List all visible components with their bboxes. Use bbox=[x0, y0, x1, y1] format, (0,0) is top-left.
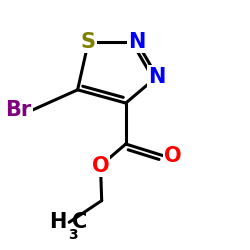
Text: N: N bbox=[128, 32, 145, 52]
Text: O: O bbox=[164, 146, 182, 166]
Text: Br: Br bbox=[6, 100, 32, 120]
Text: C: C bbox=[72, 212, 88, 232]
Text: H: H bbox=[50, 212, 67, 232]
Text: S: S bbox=[81, 32, 96, 52]
Text: N: N bbox=[148, 66, 166, 86]
Text: O: O bbox=[92, 156, 109, 176]
Text: 3: 3 bbox=[68, 228, 78, 242]
